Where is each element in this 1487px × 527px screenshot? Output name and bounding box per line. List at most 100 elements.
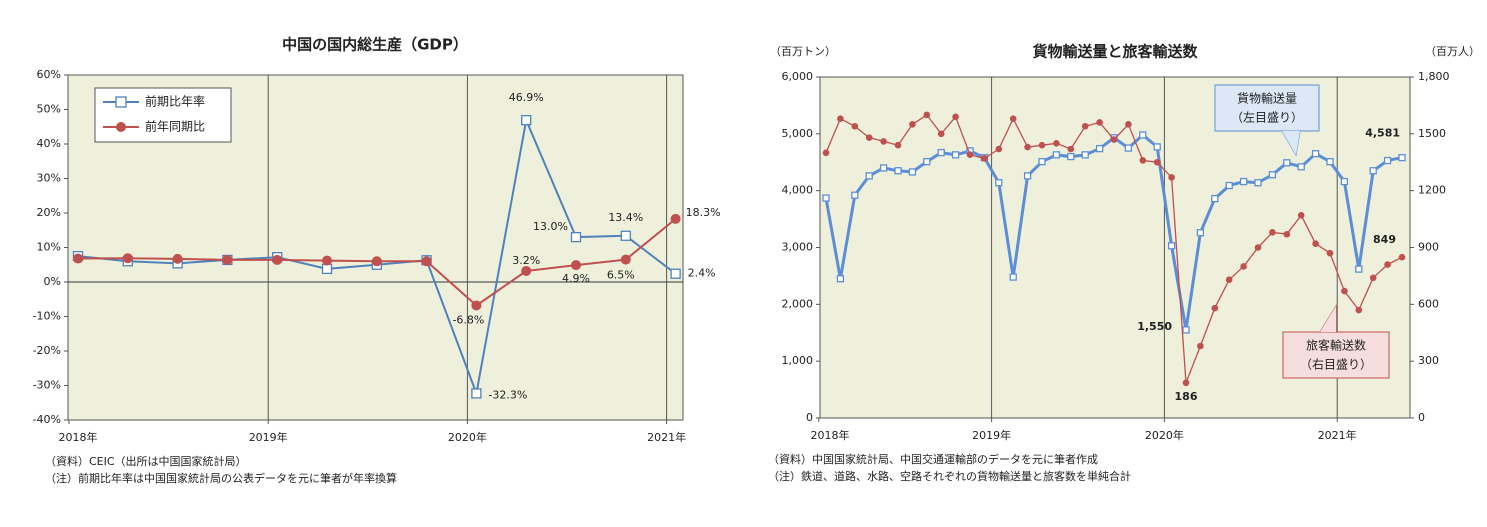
point-marker [172,253,183,264]
point-marker [1297,211,1305,219]
point-marker [1254,244,1262,251]
point-marker [1340,177,1349,186]
point-marker [1355,265,1363,273]
point-marker [1355,306,1363,314]
point-marker [1196,229,1205,237]
data-label: 3.2% [512,254,540,267]
point-marker [1269,229,1276,236]
y2-axis-title: （百万人） [1425,45,1480,58]
point-marker [1067,152,1075,161]
point-marker [995,179,1003,187]
point-marker [851,122,859,130]
point-marker [836,275,845,283]
y-tick-label: 20% [37,206,61,219]
point-marker [1312,240,1319,248]
point-marker [521,115,532,126]
data-label: 46.9% [509,91,544,104]
point-marker [1139,131,1147,139]
point-marker [1096,119,1103,126]
point-marker [822,149,830,157]
callout-join [1320,306,1336,332]
point-marker [620,254,631,265]
legend-marker [115,96,127,108]
legend-label: 旅客輸送数 [1306,338,1366,353]
point-marker [73,253,83,264]
point-marker [1052,151,1061,159]
point-marker [1053,140,1060,147]
point-marker [995,145,1003,153]
legend-label: 前期比年率 [145,94,205,109]
point-marker [1023,172,1032,180]
x-tick-label: 2019年 [249,430,288,444]
legend-marker [116,122,126,132]
data-label: 4,581 [1365,127,1400,140]
y2-tick-label: 0 [1418,411,1425,424]
point-marker [1168,174,1175,181]
point-marker [1283,159,1291,167]
data-label: 13.0% [533,220,568,233]
data-label: -32.3% [488,388,527,401]
y-tick-label: 0 [806,411,813,424]
point-marker [222,254,233,265]
point-marker [865,134,873,141]
point-marker [1341,287,1348,295]
y-tick-label: 1,000 [782,354,814,367]
footnote: （注）鉄道、道路、水路、空路それぞれの貨物輸送量と旅客数を単純合計 [768,469,1131,483]
point-marker [1297,163,1305,171]
point-marker [1139,157,1147,164]
callout-box [1214,84,1320,132]
point-marker [865,172,873,180]
point-marker [1095,144,1104,153]
y2-tick-label: 1500 [1418,127,1446,140]
point-marker [1225,276,1233,284]
point-marker [894,167,902,175]
data-label: 1,550 [1137,320,1172,333]
y-tick-label: -10% [33,310,61,323]
y-tick-label: 10% [37,241,61,254]
x-tick-label: 2018年 [811,428,850,442]
legend-scale-label: （左目盛り） [1231,110,1303,125]
data-label: -6.8% [452,313,484,326]
point-marker [1311,150,1320,158]
x-tick-label: 2018年 [59,430,98,444]
y-tick-label: 30% [37,172,61,185]
point-marker [1211,194,1219,203]
y-tick-label: 40% [37,137,61,150]
point-marker [272,254,283,265]
point-marker [966,151,974,158]
data-label: 4.9% [562,272,590,285]
point-marker [620,230,631,241]
point-marker [1024,143,1031,151]
point-marker [1211,304,1219,312]
y-tick-label: -20% [33,344,61,357]
point-marker [1009,115,1017,122]
point-marker [321,263,333,275]
callout-box [1282,331,1390,379]
point-marker [1124,144,1133,152]
point-marker [894,141,902,149]
point-marker [670,213,681,224]
point-marker [371,256,382,267]
point-marker [1125,121,1132,128]
data-label: 13.4% [608,211,643,224]
point-marker [1009,273,1017,281]
point-marker [1182,379,1190,387]
point-marker [937,130,945,138]
legend-label: 貨物輸送量 [1237,91,1297,106]
point-marker [1268,171,1277,179]
point-marker [1153,158,1161,166]
point-marker [1038,158,1046,166]
footnote: （資料）中国国家統計局、中国交通運輸部のデータを元に筆者作成 [768,452,1098,466]
point-marker [1283,230,1291,238]
y-tick-label: 60% [37,68,61,81]
point-marker [1038,141,1046,149]
point-marker [1081,151,1089,159]
y-tick-label: 3,000 [782,241,814,254]
chart-title: 中国の国内総生産（GDP） [282,36,468,54]
point-marker [837,115,844,122]
y2-tick-label: 600 [1418,297,1439,310]
data-label: 849 [1373,233,1396,246]
y2-tick-label: 300 [1418,354,1439,367]
footnote: （資料）CEIC（出所は中国国家統計局） [45,454,247,468]
